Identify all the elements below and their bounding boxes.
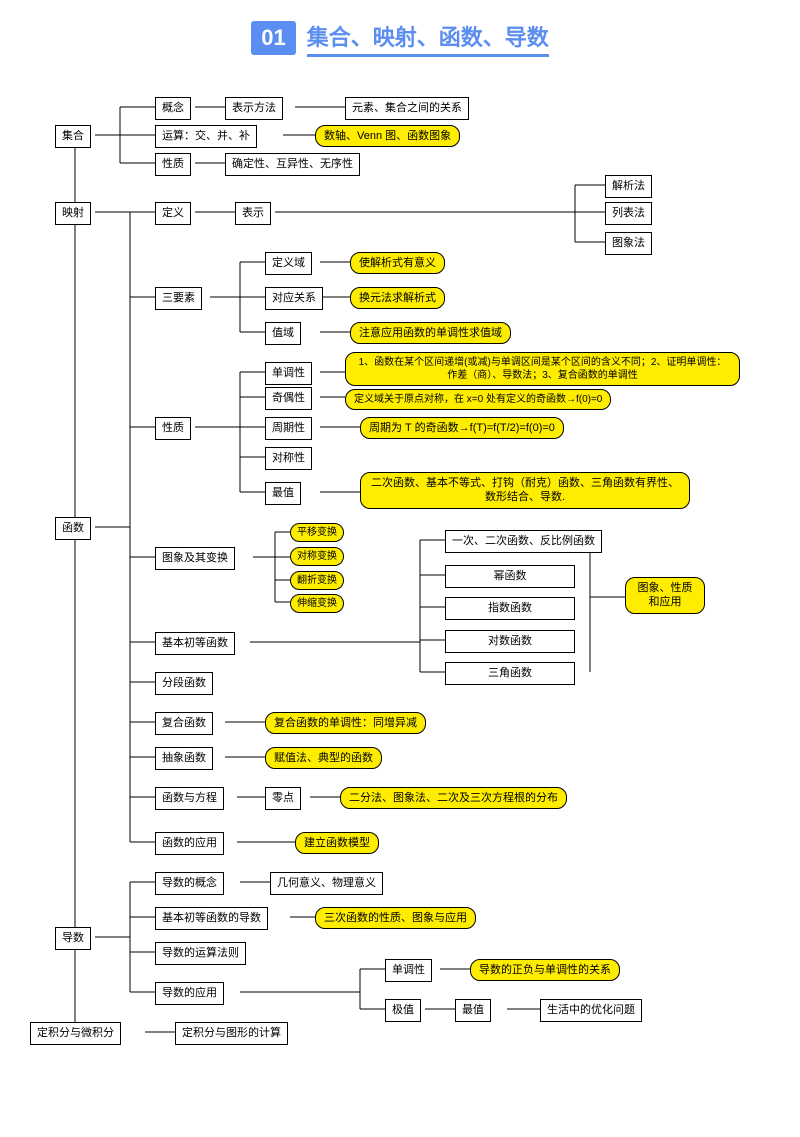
node: 抽象函数 <box>155 747 213 770</box>
node-daoshu: 导数 <box>55 927 91 950</box>
node: 复合函数 <box>155 712 213 735</box>
note: 对称变换 <box>290 547 344 566</box>
node: 三要素 <box>155 287 202 310</box>
node: 表示 <box>235 202 271 225</box>
node: 导数的运算法则 <box>155 942 246 965</box>
note: 赋值法、典型的函数 <box>265 747 382 769</box>
node: 函数的应用 <box>155 832 224 855</box>
title-badge: 01 <box>251 21 295 55</box>
node: 三角函数 <box>445 662 575 685</box>
node: 图象法 <box>605 232 652 255</box>
node: 零点 <box>265 787 301 810</box>
node: 分段函数 <box>155 672 213 695</box>
note: 翻折变换 <box>290 571 344 590</box>
node: 指数函数 <box>445 597 575 620</box>
node: 定积分与图形的计算 <box>175 1022 288 1045</box>
note: 三次函数的性质、图象与应用 <box>315 907 476 929</box>
note: 二次函数、基本不等式、打钩（耐克）函数、三角函数有界性、数形结合、导数. <box>360 472 690 509</box>
note: 1、函数在某个区间递增(或减)与单调区间是某个区间的含义不同；2、证明单调性：作… <box>345 352 740 386</box>
node: 对称性 <box>265 447 312 470</box>
node: 单调性 <box>385 959 432 982</box>
note: 图象、性质和应用 <box>625 577 705 614</box>
node: 值域 <box>265 322 301 345</box>
node: 运算：交、并、补 <box>155 125 257 148</box>
node: 确定性、互异性、无序性 <box>225 153 360 176</box>
note: 数轴、Venn 图、函数图象 <box>315 125 460 147</box>
node-yingshe: 映射 <box>55 202 91 225</box>
node: 基本初等函数的导数 <box>155 907 268 930</box>
title-text: 集合、映射、函数、导数 <box>307 20 549 57</box>
node: 性质 <box>155 417 191 440</box>
node: 周期性 <box>265 417 312 440</box>
node: 极值 <box>385 999 421 1022</box>
note: 平移变换 <box>290 523 344 542</box>
node: 奇偶性 <box>265 387 312 410</box>
note: 复合函数的单调性：同增异减 <box>265 712 426 734</box>
node: 幂函数 <box>445 565 575 588</box>
node: 表示方法 <box>225 97 283 120</box>
note: 导数的正负与单调性的关系 <box>470 959 620 981</box>
node-djf: 定积分与微积分 <box>30 1022 121 1045</box>
note: 二分法、图象法、二次及三次方程根的分布 <box>340 787 567 809</box>
note: 伸缩变换 <box>290 594 344 613</box>
node: 单调性 <box>265 362 312 385</box>
node: 一次、二次函数、反比例函数 <box>445 530 602 553</box>
node: 列表法 <box>605 202 652 225</box>
note: 换元法求解析式 <box>350 287 445 309</box>
node: 最值 <box>265 482 301 505</box>
node: 导数的应用 <box>155 982 224 1005</box>
node-jihe: 集合 <box>55 125 91 148</box>
concept-map: 集合 概念 表示方法 元素、集合之间的关系 运算：交、并、补 数轴、Venn 图… <box>15 97 785 1057</box>
note: 注意应用函数的单调性求值域 <box>350 322 511 344</box>
node-hanshu: 函数 <box>55 517 91 540</box>
node: 图象及其变换 <box>155 547 235 570</box>
note: 使解析式有意义 <box>350 252 445 274</box>
node: 定义 <box>155 202 191 225</box>
node: 生活中的优化问题 <box>540 999 642 1022</box>
note: 建立函数模型 <box>295 832 379 854</box>
node: 解析法 <box>605 175 652 198</box>
node: 定义域 <box>265 252 312 275</box>
node: 性质 <box>155 153 191 176</box>
node: 基本初等函数 <box>155 632 235 655</box>
node: 导数的概念 <box>155 872 224 895</box>
node: 函数与方程 <box>155 787 224 810</box>
node: 元素、集合之间的关系 <box>345 97 469 120</box>
note: 周期为 T 的奇函数→f(T)=f(T/2)=f(0)=0 <box>360 417 564 439</box>
node: 对应关系 <box>265 287 323 310</box>
node: 概念 <box>155 97 191 120</box>
note: 定义域关于原点对称，在 x=0 处有定义的奇函数→f(0)=0 <box>345 389 611 410</box>
node: 对数函数 <box>445 630 575 653</box>
node: 最值 <box>455 999 491 1022</box>
node: 几何意义、物理意义 <box>270 872 383 895</box>
